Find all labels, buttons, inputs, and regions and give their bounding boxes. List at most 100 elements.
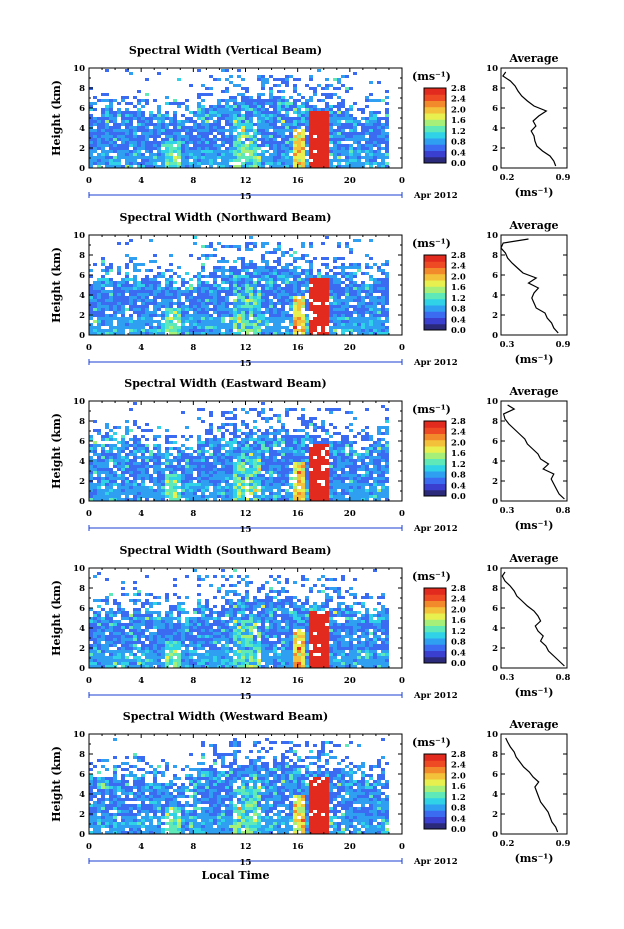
heatmap-cell <box>225 329 229 332</box>
heatmap-cell <box>213 138 217 141</box>
heatmap-cell <box>253 108 257 111</box>
heatmap-cell <box>325 275 329 278</box>
heatmap-cell <box>185 459 189 462</box>
heatmap-cell <box>113 114 117 117</box>
heatmap-cell <box>149 150 153 153</box>
heatmap-cell <box>189 135 193 138</box>
heatmap-cell <box>205 329 209 332</box>
heatmap-cell <box>205 305 209 308</box>
heatmap-cell <box>221 117 225 120</box>
heatmap-cell <box>381 147 385 150</box>
heatmap-cell <box>245 447 249 450</box>
heatmap-cell <box>89 296 93 299</box>
heatmap-cell <box>245 483 249 486</box>
heatmap-cell <box>141 263 145 266</box>
heatmap-cell <box>313 87 317 90</box>
heatmap-cell <box>333 123 337 126</box>
heatmap-cell <box>309 132 313 135</box>
heatmap-cell <box>157 498 161 501</box>
heatmap-cell <box>209 456 213 459</box>
heatmap-cell <box>261 257 265 260</box>
heatmap-cell <box>321 444 325 447</box>
heatmap-cell <box>289 459 293 462</box>
heatmap-cell <box>237 489 241 492</box>
heatmap-cell <box>317 272 321 275</box>
heatmap-cell <box>341 132 345 135</box>
heatmap-cell <box>373 299 377 302</box>
heatmap-cell <box>181 326 185 329</box>
heatmap-cell <box>281 317 285 320</box>
heatmap-cell <box>225 468 229 471</box>
heatmap-cell <box>333 272 337 275</box>
colorbar-segment <box>424 138 446 145</box>
heatmap-cell <box>333 287 337 290</box>
heatmap-cell <box>137 138 141 141</box>
heatmap-cell <box>309 78 313 81</box>
heatmap-cell <box>293 492 297 495</box>
heatmap-cell <box>317 132 321 135</box>
heatmap-cell <box>185 141 189 144</box>
heatmap-cell <box>133 498 137 501</box>
heatmap-cell <box>125 492 129 495</box>
heatmap-cell <box>317 123 321 126</box>
y-tick-label: 6 <box>79 271 85 281</box>
heatmap-cell <box>265 129 269 132</box>
heatmap-cell <box>261 75 265 78</box>
heatmap-cell <box>165 269 169 272</box>
heatmap-cell <box>217 459 221 462</box>
heatmap-cell <box>257 296 261 299</box>
heatmap-cell <box>373 486 377 489</box>
heatmap-cell <box>229 477 233 480</box>
heatmap-cell <box>201 299 205 302</box>
heatmap-cell <box>341 444 345 447</box>
heatmap-cell <box>149 278 153 281</box>
heatmap-cell <box>345 162 349 165</box>
heatmap-cell <box>137 471 141 474</box>
heatmap-cell <box>377 120 381 123</box>
heatmap-cell <box>105 108 109 111</box>
heatmap-cell <box>257 281 261 284</box>
heatmap-cell <box>133 483 137 486</box>
heatmap-cell <box>153 278 157 281</box>
heatmap-cell <box>357 156 361 159</box>
heatmap-cell <box>285 441 289 444</box>
heatmap-cell <box>365 492 369 495</box>
heatmap-cell <box>249 96 253 99</box>
heatmap-cell <box>125 165 129 168</box>
heatmap-cell <box>253 102 257 105</box>
heatmap-cell <box>193 320 197 323</box>
heatmap-cell <box>273 108 277 111</box>
heatmap-cell <box>137 153 141 156</box>
heatmap-cell <box>129 162 133 165</box>
heatmap-cell <box>269 96 273 99</box>
heatmap-cell <box>265 81 269 84</box>
heatmap-cell <box>181 477 185 480</box>
y-tick-label: 0 <box>79 331 85 341</box>
heatmap-cell <box>245 450 249 453</box>
heatmap-cell <box>249 314 253 317</box>
heatmap-cell <box>277 414 281 417</box>
heatmap-cell <box>289 486 293 489</box>
heatmap-cell <box>277 135 281 138</box>
heatmap-cell <box>237 453 241 456</box>
heatmap-cell <box>257 108 261 111</box>
heatmap-cell <box>241 444 245 447</box>
heatmap-cell <box>385 441 389 444</box>
heatmap-cell <box>237 147 241 150</box>
heatmap-cell <box>241 281 245 284</box>
avg-y-tick-label: 8 <box>492 251 498 261</box>
heatmap-cell <box>341 123 345 126</box>
heatmap-cell <box>169 290 173 293</box>
heatmap-cell <box>225 287 229 290</box>
heatmap-cell <box>173 296 177 299</box>
heatmap-cell <box>325 450 329 453</box>
heatmap-cell <box>285 462 289 465</box>
heatmap-cell <box>301 456 305 459</box>
heatmap-cell <box>317 468 321 471</box>
heatmap-cell <box>233 477 237 480</box>
heatmap-cell <box>93 302 97 305</box>
heatmap-cell <box>301 302 305 305</box>
heatmap-cell <box>193 329 197 332</box>
heatmap-cell <box>193 450 197 453</box>
heatmap-cell <box>165 438 169 441</box>
